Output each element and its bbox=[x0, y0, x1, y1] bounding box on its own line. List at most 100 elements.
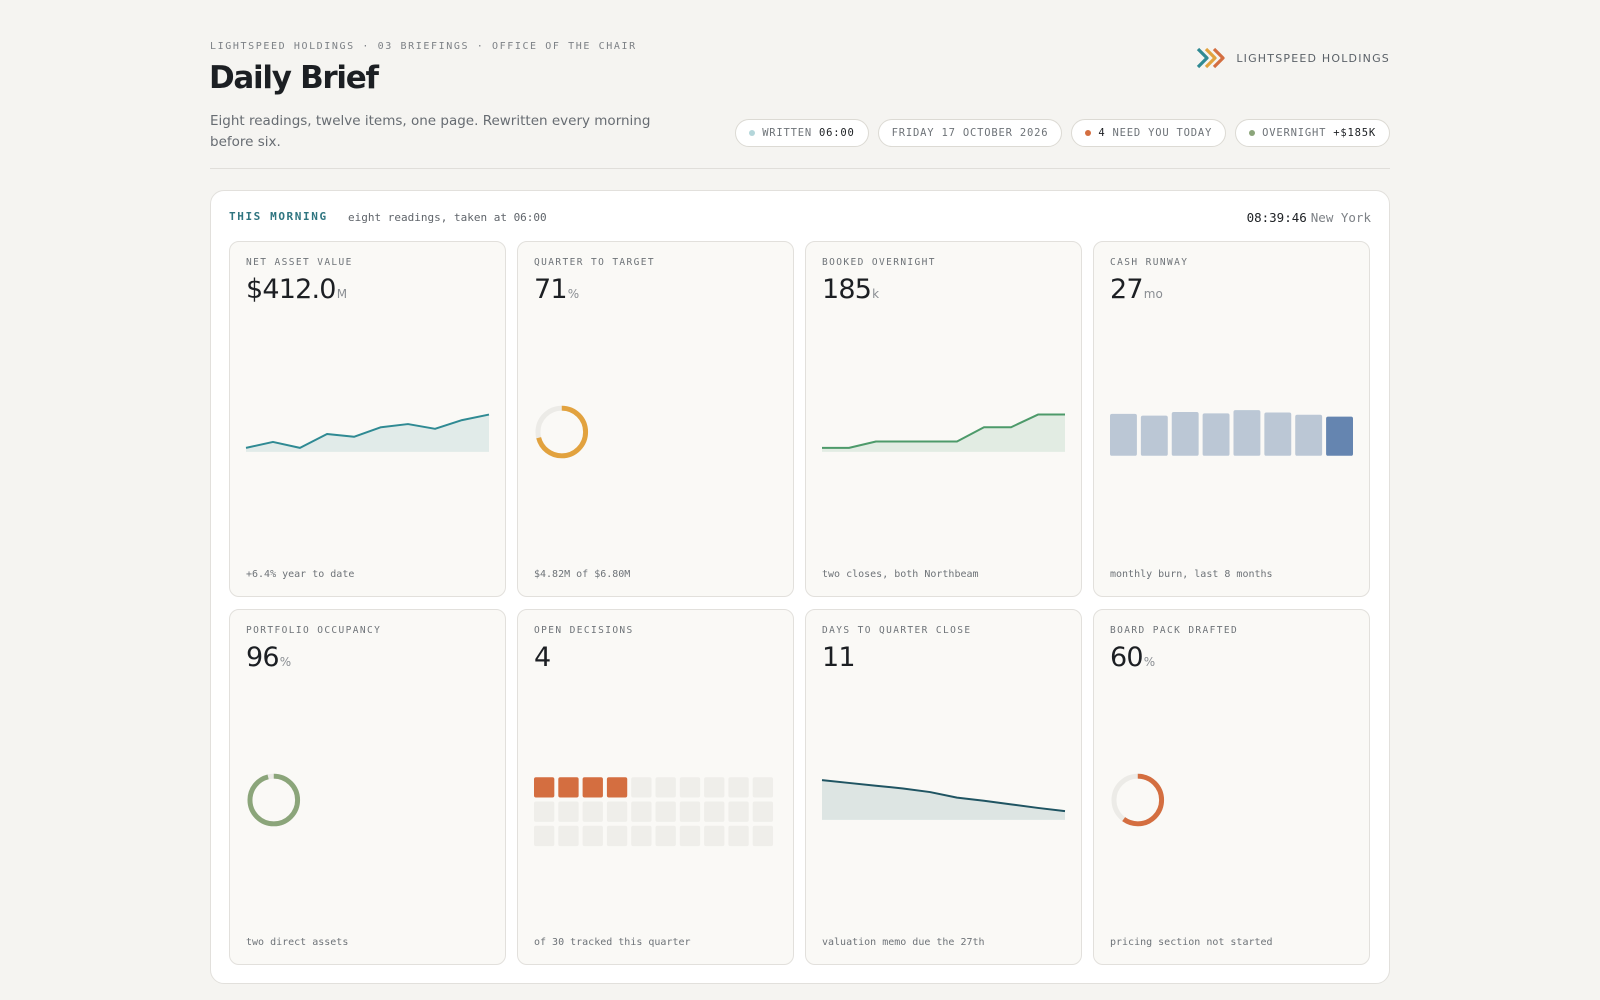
card-value-number: 185 bbox=[822, 274, 872, 305]
card-quarter-to-target[interactable]: QUARTER TO TARGET 71% $4.82M of $6.80M bbox=[517, 241, 794, 597]
bar bbox=[1233, 410, 1261, 456]
donut-arc bbox=[247, 773, 301, 827]
decision-square bbox=[704, 801, 725, 822]
breadcrumb: LIGHTSPEED HOLDINGS · 03 BRIEFINGS · OFF… bbox=[210, 41, 637, 52]
decision-square bbox=[752, 825, 774, 847]
decision-square bbox=[606, 825, 628, 847]
card-chart bbox=[534, 777, 774, 847]
header-divider bbox=[210, 168, 1390, 169]
card-visual bbox=[1110, 730, 1353, 870]
card-value-unit: k bbox=[872, 287, 880, 301]
card-value-number: 71 bbox=[534, 274, 568, 305]
decision-square bbox=[704, 777, 725, 798]
card-visual bbox=[534, 730, 777, 870]
card-value: 11 bbox=[822, 642, 856, 673]
card-note: $4.82M of $6.80M bbox=[534, 569, 631, 580]
card-value-number: 27 bbox=[1110, 274, 1144, 305]
dot-icon bbox=[749, 130, 756, 136]
card-label: NET ASSET VALUE bbox=[246, 257, 353, 268]
decision-square bbox=[655, 825, 676, 847]
bar bbox=[1140, 415, 1168, 456]
bar bbox=[1202, 413, 1230, 456]
card-value-unit: % bbox=[1143, 655, 1156, 669]
page-title: Daily Brief bbox=[209, 60, 379, 96]
date-label: FRIDAY 17 OCTOBER 2026 bbox=[891, 127, 1049, 139]
card-value-unit: % bbox=[567, 287, 580, 301]
decision-square bbox=[631, 777, 652, 798]
overnight-pill[interactable]: OVERNIGHT +$185K bbox=[1235, 119, 1390, 147]
decision-square bbox=[606, 801, 628, 822]
need-you-pill[interactable]: 4 NEED YOU TODAY bbox=[1071, 119, 1227, 147]
card-visual bbox=[821, 730, 1066, 870]
card-portfolio-occupancy[interactable]: PORTFOLIO OCCUPANCY 96% two direct assets bbox=[229, 609, 506, 965]
card-value: $412.0M bbox=[246, 274, 347, 305]
panel-label: THIS MORNING bbox=[229, 210, 328, 223]
decision-square bbox=[679, 801, 701, 822]
date-pill[interactable]: FRIDAY 17 OCTOBER 2026 bbox=[877, 119, 1063, 147]
overnight-label: OVERNIGHT bbox=[1262, 127, 1327, 139]
card-chart bbox=[822, 413, 1065, 452]
series-line bbox=[821, 779, 1066, 813]
decision-square bbox=[728, 801, 749, 822]
area-fill bbox=[822, 780, 1065, 820]
card-visual bbox=[1110, 362, 1353, 502]
card-value-number: 60 bbox=[1110, 642, 1144, 673]
decision-square bbox=[582, 825, 603, 847]
card-note: two closes, both Northbeam bbox=[822, 569, 979, 580]
card-note: two direct assets bbox=[246, 937, 349, 948]
chevrons-logo-icon bbox=[1195, 47, 1227, 69]
brand-name: LIGHTSPEED HOLDINGS bbox=[1236, 51, 1390, 65]
brand[interactable]: LIGHTSPEED HOLDINGS bbox=[1195, 47, 1390, 69]
card-chart bbox=[247, 773, 301, 827]
written-pill[interactable]: WRITTEN 06:00 bbox=[735, 119, 869, 147]
card-booked-overnight[interactable]: BOOKED OVERNIGHT 185k two closes, both Nor… bbox=[805, 241, 1082, 597]
decision-square bbox=[582, 801, 603, 822]
decision-square bbox=[534, 825, 555, 847]
card-cash-runway[interactable]: CASH RUNWAY 27mo monthly burn, last 8 mont… bbox=[1093, 241, 1370, 597]
decision-square bbox=[728, 777, 749, 798]
readings-panel: THIS MORNING eight readings, taken at 06… bbox=[210, 190, 1390, 984]
card-board-pack-drafted[interactable]: BOARD PACK DRAFTED 60% pricing section not… bbox=[1093, 609, 1370, 965]
card-value-number: 96 bbox=[246, 642, 280, 673]
decision-square-open bbox=[606, 777, 628, 798]
panel-header: THIS MORNING eight readings, taken at 06… bbox=[229, 210, 1371, 228]
need-label: NEED YOU TODAY bbox=[1112, 127, 1213, 139]
bar bbox=[1171, 412, 1199, 456]
card-open-decisions[interactable]: OPEN DECISIONS 4 of 30 tracked this quarte… bbox=[517, 609, 794, 965]
donut-arc bbox=[1111, 773, 1165, 827]
card-label: BOOKED OVERNIGHT bbox=[822, 257, 936, 268]
card-note: +6.4% year to date bbox=[246, 569, 355, 580]
decision-square-open bbox=[534, 777, 555, 798]
card-chart bbox=[1110, 410, 1353, 456]
card-value: 27mo bbox=[1110, 274, 1163, 305]
dot-icon bbox=[1249, 130, 1256, 136]
card-chart bbox=[821, 779, 1066, 820]
card-visual bbox=[246, 730, 489, 870]
card-value-unit: mo bbox=[1143, 287, 1163, 301]
card-days-to-quarter-close[interactable]: DAYS TO QUARTER CLOSE 11 valuation memo du… bbox=[805, 609, 1082, 965]
decision-square bbox=[704, 825, 725, 847]
card-label: BOARD PACK DRAFTED bbox=[1110, 625, 1239, 636]
card-value: 96% bbox=[246, 642, 291, 673]
decision-square bbox=[679, 825, 701, 847]
bar bbox=[1110, 413, 1137, 456]
decision-square bbox=[752, 777, 774, 798]
status-pills: WRITTEN 06:00 FRIDAY 17 OCTOBER 2026 4 N… bbox=[735, 119, 1390, 147]
written-label: WRITTEN bbox=[762, 127, 813, 139]
card-value-number: 4 bbox=[534, 642, 551, 673]
bar bbox=[1264, 412, 1292, 456]
card-value: 60% bbox=[1110, 642, 1155, 673]
card-visual bbox=[822, 362, 1065, 502]
dot-icon bbox=[1085, 130, 1092, 136]
area-fill bbox=[246, 414, 489, 452]
decision-square bbox=[534, 801, 555, 822]
card-note: of 30 tracked this quarter bbox=[534, 937, 691, 948]
card-chart bbox=[245, 413, 490, 452]
decision-square-open bbox=[558, 777, 579, 798]
page-subtitle: Eight readings, twelve items, one page. … bbox=[210, 113, 651, 150]
card-value-unit: % bbox=[279, 655, 292, 669]
decision-square bbox=[655, 777, 676, 798]
decision-square bbox=[728, 825, 749, 847]
card-net-asset-value[interactable]: NET ASSET VALUE $412.0M +6.4% year to date bbox=[229, 241, 506, 597]
overnight-value: +$185K bbox=[1333, 127, 1376, 139]
